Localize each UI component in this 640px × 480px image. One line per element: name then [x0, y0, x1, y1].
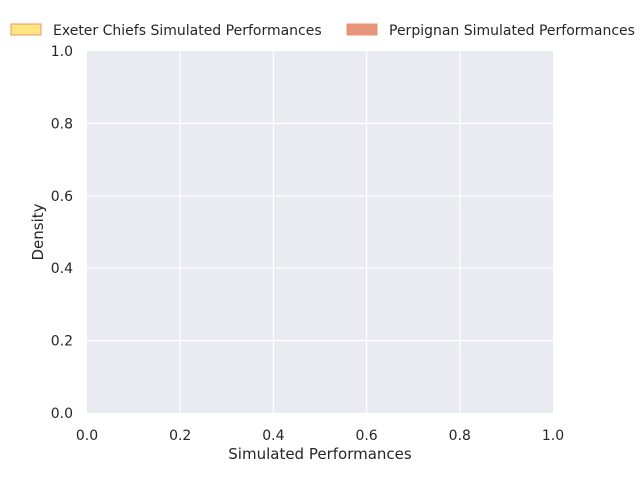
- legend-label-perpignan: Perpignan Simulated Performances: [389, 23, 635, 39]
- y-tick-label: 0.6: [51, 189, 73, 205]
- legend: Exeter Chiefs Simulated Performances Per…: [10, 23, 635, 39]
- y-tick-label: 0.2: [51, 334, 73, 350]
- y-tick-label: 1.0: [51, 44, 73, 60]
- y-tick-label: 0.4: [51, 261, 73, 277]
- y-tick-labels: 0.0 0.2 0.4 0.6 0.8 1.0: [51, 44, 73, 422]
- legend-swatch-exeter: [10, 23, 42, 36]
- x-tick-label: 0.6: [355, 428, 377, 444]
- x-tick-label: 0.0: [76, 428, 98, 444]
- legend-label-exeter: Exeter Chiefs Simulated Performances: [53, 23, 322, 39]
- x-tick-label: 1.0: [542, 428, 564, 444]
- x-axis-label: Simulated Performances: [228, 445, 412, 463]
- plot-area: [87, 51, 553, 413]
- x-tick-labels: 0.0 0.2 0.4 0.6 0.8 1.0: [76, 428, 564, 444]
- x-tick-label: 0.8: [449, 428, 471, 444]
- x-tick-label: 0.4: [262, 428, 284, 444]
- x-tick-label: 0.2: [169, 428, 191, 444]
- y-axis-label: Density: [29, 203, 47, 260]
- y-tick-label: 0.8: [51, 116, 73, 132]
- y-tick-label: 0.0: [51, 406, 73, 422]
- grid-lines: [87, 51, 553, 413]
- legend-swatch-perpignan: [346, 23, 378, 36]
